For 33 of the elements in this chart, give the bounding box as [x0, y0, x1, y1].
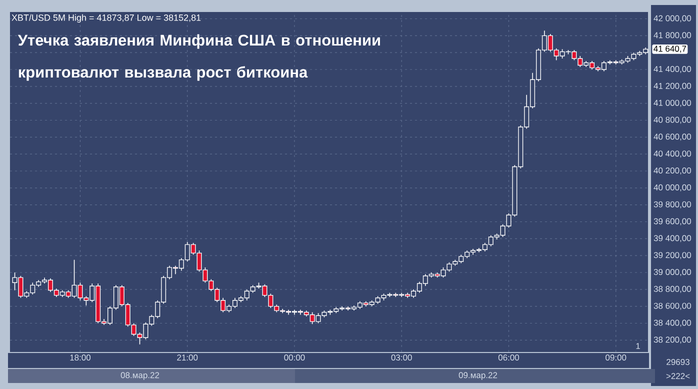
text: 29693	[666, 359, 690, 366]
y-tick-label: 39 400,00	[654, 235, 692, 242]
y-tick-label: 40 400,00	[654, 150, 692, 158]
y-tick-label: 40 000,00	[654, 184, 692, 192]
y-tick-label: 38 600,00	[654, 302, 692, 310]
y-tick-label: 41 000,00	[654, 100, 692, 107]
y-tick-label: 41 800,00	[654, 32, 692, 40]
text: 08.мар.22	[120, 372, 160, 380]
text: >222<	[666, 373, 690, 379]
x-tick-label: 21:00	[177, 354, 198, 361]
text: Утечка заявления Минфина США в отношении криптовалют вызвала рост биткоина	[18, 34, 380, 81]
x-tick-label: 06:00	[498, 354, 520, 361]
y-tick-label: 40 200,00	[654, 168, 692, 175]
text: 41 640,7	[654, 46, 686, 53]
chart-subtitle: XBT/USD 5M High = 41873,87 Low = 38152,81	[12, 14, 201, 23]
y-tick-label: 38 800,00	[654, 286, 692, 293]
y-tick-label: 39 600,00	[654, 218, 692, 226]
y-tick-label: 41 200,00	[654, 82, 692, 90]
text: 09.мар.22	[458, 372, 498, 380]
y-tick-label: 42 000,00	[654, 15, 692, 22]
y-tick-label: 41 400,00	[654, 66, 692, 74]
y-tick-label: 40 800,00	[654, 116, 692, 124]
y-tick-label: 38 200,00	[654, 336, 692, 344]
y-tick-label: 39 800,00	[654, 201, 692, 208]
y-tick-label: 38 400,00	[654, 320, 692, 327]
y-tick-label: 39 200,00	[654, 252, 692, 260]
annotation: 1	[636, 343, 640, 349]
y-tick-label: 40 600,00	[654, 134, 692, 141]
x-tick-label: 00:00	[284, 354, 305, 361]
y-tick-label: 39 000,00	[654, 268, 692, 276]
x-tick-label: 03:00	[391, 354, 412, 361]
x-tick-label: 09:00	[606, 354, 626, 361]
x-tick-label: 18:00	[70, 354, 91, 361]
